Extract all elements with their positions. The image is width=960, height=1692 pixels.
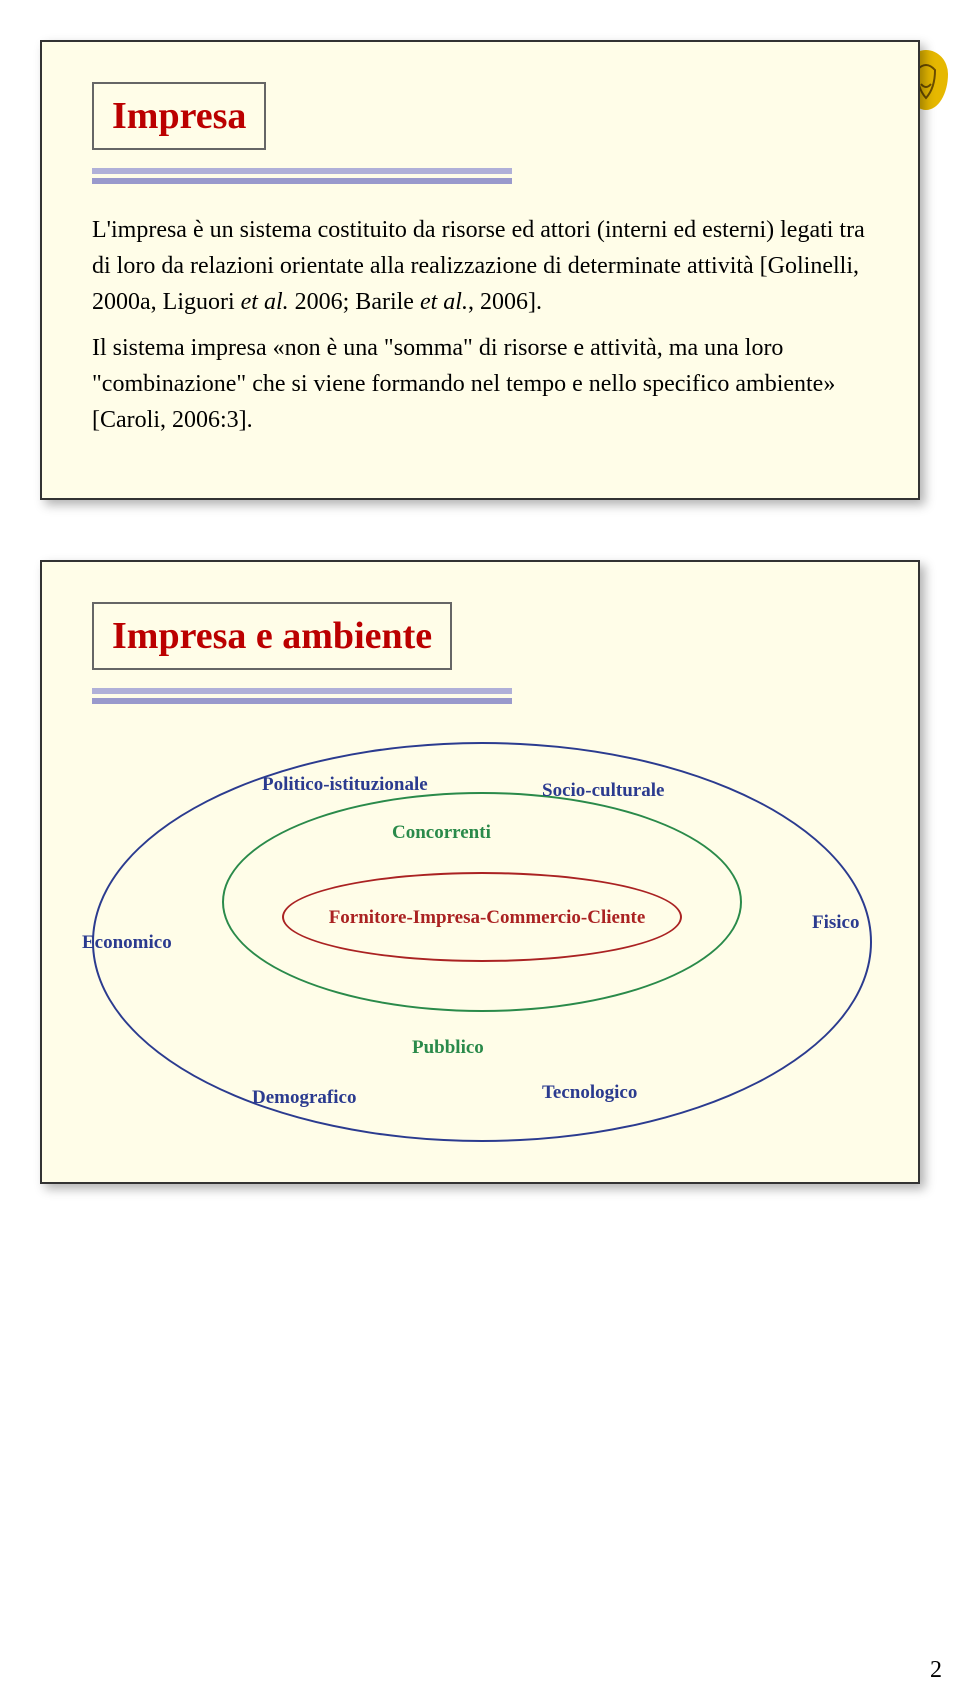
label-pubblico: Pubblico (412, 1037, 484, 1059)
slide-body: L'impresa è un sistema costituito da ris… (92, 212, 868, 438)
label-demografico: Demografico (252, 1087, 356, 1109)
slide-title-box: Impresa e ambiente (92, 602, 452, 670)
slide-title: Impresa (112, 94, 246, 138)
slide-impresa-ambiente: Impresa e ambiente Politico-istituzional… (40, 560, 920, 1184)
label-tecnologico: Tecnologico (542, 1082, 637, 1104)
label-politico: Politico-istituzionale (262, 774, 428, 796)
slide-title: Impresa e ambiente (112, 614, 432, 658)
para1-text-b: 2006; Barile (289, 289, 420, 315)
label-socio: Socio-culturale (542, 780, 664, 802)
slide-title-box: Impresa (92, 82, 266, 150)
label-center: Fornitore-Impresa-Commercio-Cliente (307, 907, 667, 929)
page: Impresa L'impresa è un sistema costituit… (0, 40, 960, 1692)
para1-text-c: , 2006]. (468, 289, 542, 315)
label-economico: Economico (82, 932, 172, 954)
para1-ital-2: et al. (420, 289, 468, 315)
accent-bars (92, 688, 512, 704)
environment-diagram: Politico-istituzionale Socio-culturale C… (92, 732, 872, 1152)
label-concorrenti: Concorrenti (392, 822, 491, 844)
accent-bars (92, 168, 512, 184)
para1-ital-1: et al. (241, 289, 289, 315)
slide-impresa: Impresa L'impresa è un sistema costituit… (40, 40, 920, 500)
paragraph-2: Il sistema impresa «non è una "somma" di… (92, 330, 868, 438)
page-number: 2 (930, 1657, 942, 1684)
label-fisico: Fisico (812, 912, 860, 934)
paragraph-1: L'impresa è un sistema costituito da ris… (92, 212, 868, 320)
